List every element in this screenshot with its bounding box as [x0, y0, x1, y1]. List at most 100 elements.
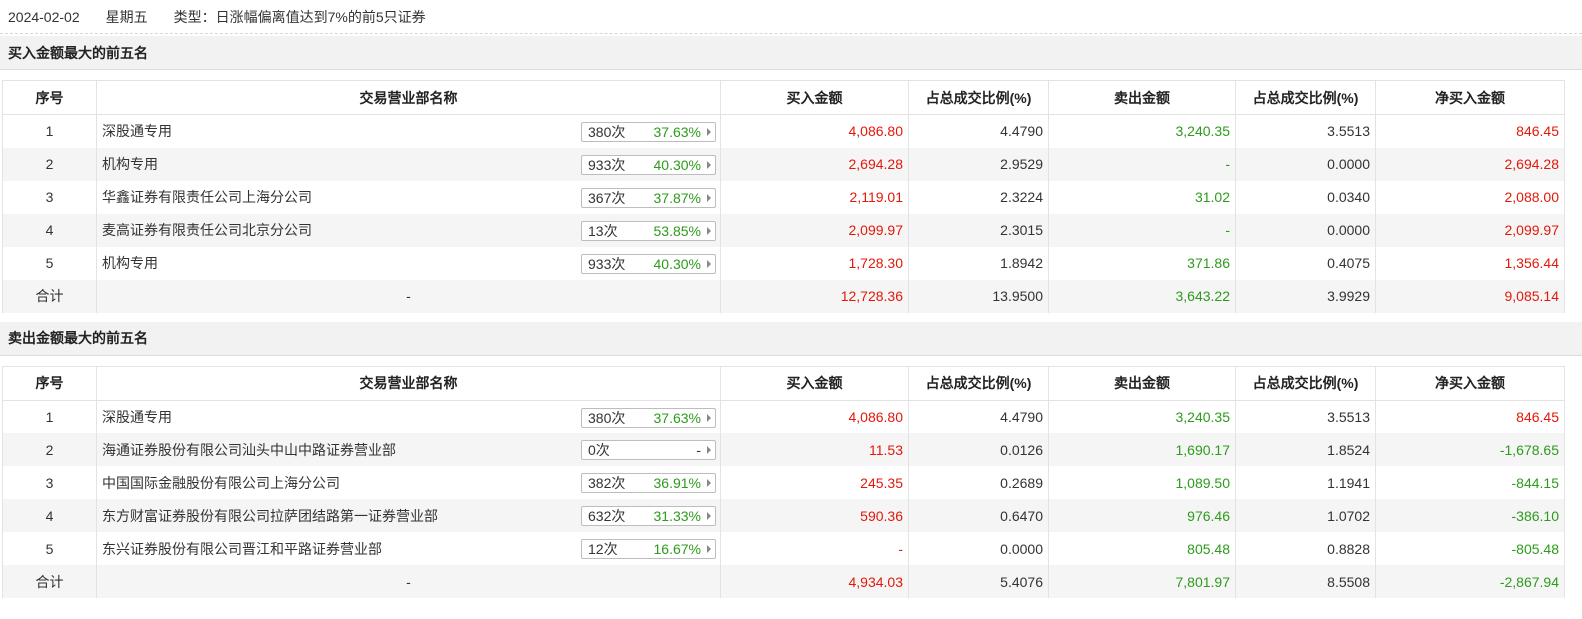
branch-stats-button[interactable]: 12次 16.67% — [581, 539, 716, 559]
branch-name[interactable]: 中国国际金融股份有限公司上海分公司 — [102, 474, 340, 491]
sell-amount: 976.46 — [1048, 499, 1236, 532]
caret-right-icon — [707, 479, 711, 487]
caret-right-icon — [707, 193, 711, 202]
branch-stats-button[interactable]: 13次 53.85% — [581, 220, 716, 241]
win-rate: 37.87% — [653, 189, 701, 206]
total-sell-ratio: 8.5508 — [1235, 565, 1376, 598]
branch-name[interactable]: 深股通专用 — [102, 123, 172, 140]
branch-cell: 深股通专用 380次 37.63% — [96, 400, 721, 433]
listing-count: 632次 — [588, 508, 626, 524]
branch-stats-button[interactable]: 0次 - — [581, 440, 716, 460]
col-header-sell-ratio: 占总成交比例(%) — [1235, 365, 1376, 401]
listing-count: 380次 — [588, 124, 626, 140]
branch-name[interactable]: 机构专用 — [102, 255, 158, 271]
total-sell-amount: 7,801.97 — [1048, 565, 1236, 598]
caret-right-icon — [707, 226, 711, 235]
col-header-no: 序号 — [2, 80, 97, 115]
buy-ratio: 0.2689 — [908, 466, 1049, 499]
sell-ratio: 3.5513 — [1235, 114, 1376, 148]
weekday: 星期五 — [105, 8, 148, 25]
branch-name[interactable]: 华鑫证券有限责任公司上海分公司 — [102, 189, 312, 205]
sell-amount: 1,690.17 — [1048, 433, 1236, 466]
sell-ratio: 1.0702 — [1235, 499, 1376, 532]
listing-count: 382次 — [588, 475, 626, 491]
net-amount: -386.10 — [1375, 499, 1565, 532]
caret-right-icon — [707, 446, 711, 454]
row-no: 4 — [2, 213, 97, 247]
branch-name[interactable]: 深股通专用 — [102, 408, 172, 425]
listing-count: 12次 — [588, 541, 618, 557]
branch-stats-button[interactable]: 382次 36.91% — [581, 473, 716, 493]
branch-cell: 中国国际金融股份有限公司上海分公司 382次 36.91% — [96, 466, 721, 499]
sell-ratio: 0.4075 — [1235, 246, 1376, 280]
row-no: 5 — [2, 246, 97, 280]
buy-amount: 11.53 — [720, 433, 909, 466]
branch-stats-button[interactable]: 632次 31.33% — [581, 506, 716, 526]
table-row: 4 东方财富证券股份有限公司拉萨团结路第一证券营业部 632次 31.33% 5… — [2, 499, 1565, 532]
row-no: 5 — [2, 532, 97, 565]
buy-amount: 245.35 — [720, 466, 909, 499]
win-rate: 36.91% — [653, 475, 701, 491]
branch-cell: 东兴证券股份有限公司晋江和平路证券营业部 12次 16.67% — [96, 532, 721, 565]
row-no: 2 — [2, 433, 97, 466]
col-header-sell-ratio: 占总成交比例(%) — [1235, 80, 1376, 115]
net-amount: 1,356.44 — [1375, 246, 1565, 280]
sell-ratio: 0.0000 — [1235, 147, 1376, 181]
section-title-top-sellers: 卖出金额最大的前五名 — [0, 321, 1582, 356]
sell-amount: 3,240.35 — [1048, 400, 1236, 433]
table-row: 2 海通证券股份有限公司汕头中山中路证券营业部 0次 - 11.53 0.012… — [2, 433, 1565, 466]
sell-amount: 31.02 — [1048, 180, 1236, 214]
sell-ratio: 1.8524 — [1235, 433, 1376, 466]
net-amount: -844.15 — [1375, 466, 1565, 499]
total-label: 合计 — [2, 565, 97, 598]
win-rate: - — [696, 442, 701, 458]
branch-name[interactable]: 海通证券股份有限公司汕头中山中路证券营业部 — [102, 441, 396, 458]
buy-amount: 2,119.01 — [720, 180, 909, 214]
buy-ratio: 4.4790 — [908, 400, 1049, 433]
caret-right-icon — [707, 160, 711, 169]
branch-name[interactable]: 东方财富证券股份有限公司拉萨团结路第一证券营业部 — [102, 507, 438, 524]
table-row: 1 深股通专用 380次 37.63% 4,086.80 4.4790 3,24… — [2, 400, 1565, 433]
win-rate: 16.67% — [653, 541, 701, 557]
branch-stats-button[interactable]: 367次 37.87% — [581, 187, 716, 208]
buy-ratio: 4.4790 — [908, 114, 1049, 148]
sell-ratio: 0.0340 — [1235, 180, 1376, 214]
branch-stats-button[interactable]: 933次 40.30% — [581, 154, 716, 175]
net-amount: 2,088.00 — [1375, 180, 1565, 214]
col-header-buy-ratio: 占总成交比例(%) — [908, 365, 1049, 401]
total-buy-ratio: 13.9500 — [908, 279, 1049, 313]
branch-name[interactable]: 麦高证券有限责任公司北京分公司 — [102, 222, 312, 238]
branch-stats-button[interactable]: 380次 37.63% — [581, 122, 716, 142]
win-rate: 37.63% — [653, 409, 701, 426]
branch-cell: 深股通专用 380次 37.63% — [96, 114, 721, 148]
branch-cell: 海通证券股份有限公司汕头中山中路证券营业部 0次 - — [96, 433, 721, 466]
branch-name[interactable]: 东兴证券股份有限公司晋江和平路证券营业部 — [102, 540, 382, 557]
table-row: 5 机构专用 933次 40.30% 1,728.30 1.8942 371.8… — [2, 246, 1565, 280]
win-rate: 37.63% — [653, 124, 701, 140]
row-no: 2 — [2, 147, 97, 181]
top-buyers-table: 序号 交易营业部名称 买入金额 占总成交比例(%) 卖出金额 占总成交比例(%)… — [2, 80, 1565, 313]
sell-ratio: 1.1941 — [1235, 466, 1376, 499]
table-header-row: 序号 交易营业部名称 买入金额 占总成交比例(%) 卖出金额 占总成交比例(%)… — [2, 365, 1565, 401]
buy-amount: - — [720, 532, 909, 565]
listing-count: 0次 — [588, 442, 610, 458]
net-amount: 2,694.28 — [1375, 147, 1565, 181]
branch-stats-button[interactable]: 933次 40.30% — [581, 253, 716, 274]
branch-cell: 麦高证券有限责任公司北京分公司 13次 53.85% — [96, 213, 721, 247]
col-header-no: 序号 — [2, 365, 97, 401]
buy-ratio: 0.0126 — [908, 433, 1049, 466]
sell-ratio: 3.5513 — [1235, 400, 1376, 433]
list-type: 类型：日涨幅偏离值达到7%的前5只证券 — [173, 8, 426, 25]
caret-right-icon — [707, 259, 711, 268]
col-header-sell: 卖出金额 — [1048, 365, 1236, 401]
buy-amount: 4,086.80 — [720, 400, 909, 433]
branch-name[interactable]: 机构专用 — [102, 156, 158, 172]
branch-stats-button[interactable]: 380次 37.63% — [581, 407, 716, 428]
branch-cell: 机构专用 933次 40.30% — [96, 147, 721, 181]
col-header-buy: 买入金额 — [720, 365, 909, 401]
row-no: 3 — [2, 180, 97, 214]
caret-right-icon — [707, 545, 711, 553]
buy-ratio: 0.6470 — [908, 499, 1049, 532]
row-no: 1 — [2, 114, 97, 148]
branch-cell: 机构专用 933次 40.30% — [96, 246, 721, 280]
